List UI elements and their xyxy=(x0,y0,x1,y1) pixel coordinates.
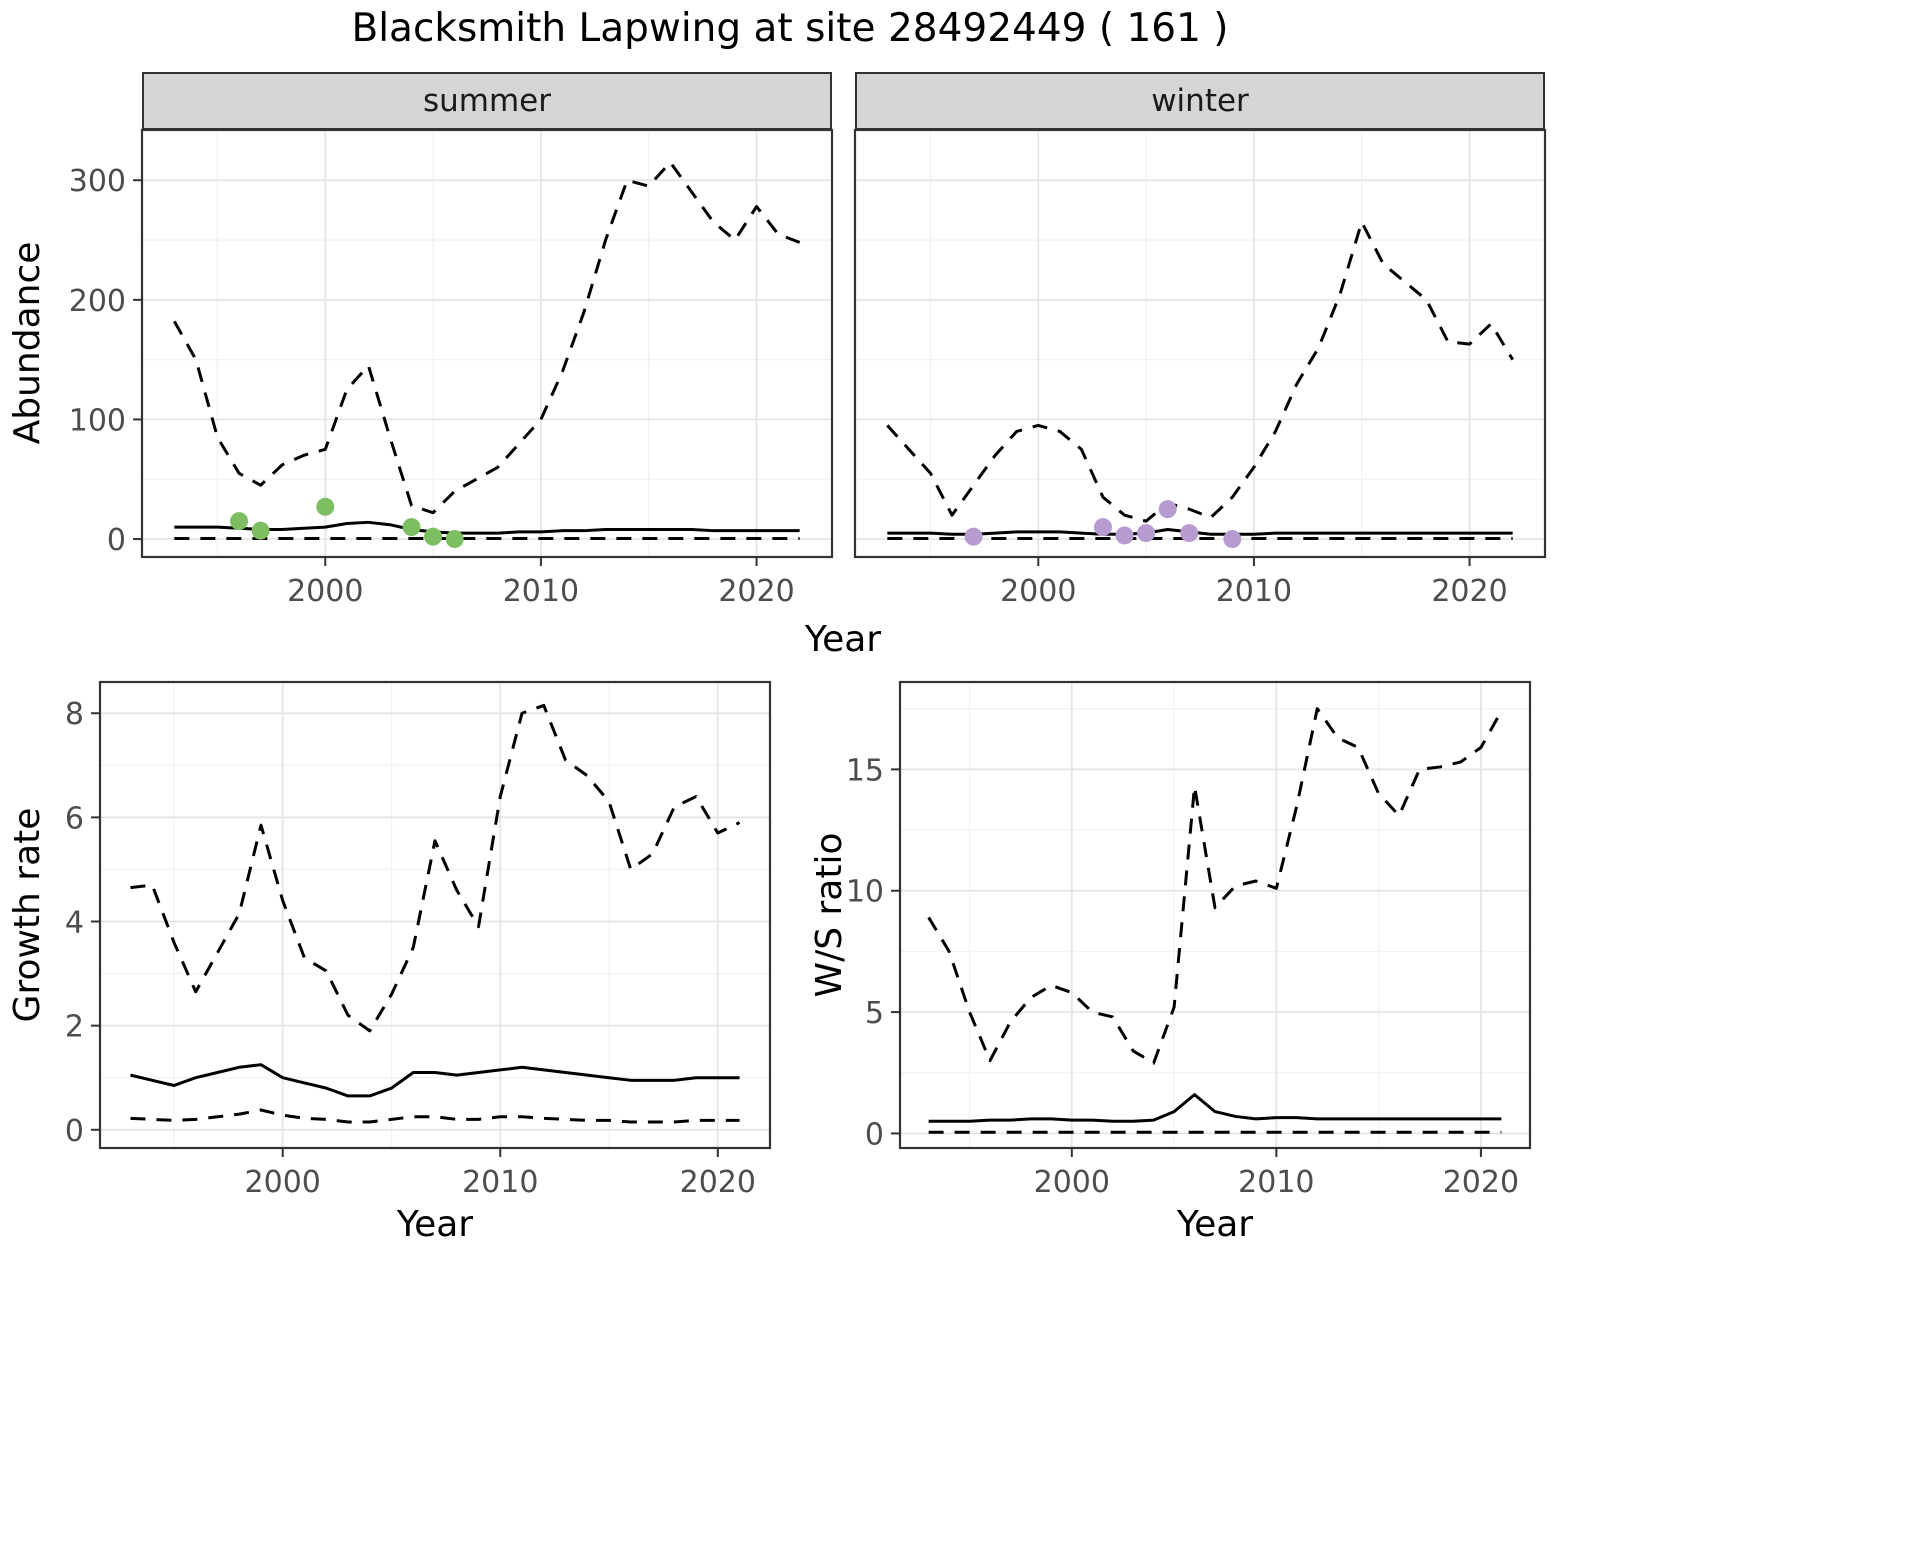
y-tick-label: 10 xyxy=(846,875,884,910)
observation-point xyxy=(316,497,335,516)
observation-point xyxy=(445,530,464,549)
x-tick-label: 2020 xyxy=(1431,574,1507,609)
median-line xyxy=(887,527,1513,536)
winter-abundance-panel: 2000 2010 2020 xyxy=(765,126,1555,617)
growth-rate-x-axis-label: Year xyxy=(396,1204,474,1245)
grid-major xyxy=(142,130,832,557)
observation-point xyxy=(1158,500,1177,519)
summer-abundance-plot: 2000 2010 2020 0 100 200 300 xyxy=(69,128,834,609)
panel-border xyxy=(853,128,1547,559)
x-tick-label: 2020 xyxy=(1443,1165,1519,1200)
grid-minor xyxy=(100,682,770,1148)
observation-point xyxy=(1223,530,1242,549)
x-tick-label: 2010 xyxy=(1216,574,1292,609)
median-line xyxy=(174,520,800,535)
y-tick-label: 6 xyxy=(65,801,84,836)
summer-abundance-panel: 2000 2010 2020 0 100 200 300 xyxy=(52,126,842,617)
y-tick-label: 0 xyxy=(65,1114,84,1149)
median-line xyxy=(928,1093,1502,1123)
facet-strip-winter-label: winter xyxy=(1151,83,1249,119)
y-tick-label: 300 xyxy=(69,164,126,199)
grid-major xyxy=(100,682,770,1148)
abundance-y-axis-label: Abundance xyxy=(7,241,48,445)
ws-ratio-plot: 2000 2010 2020 0 5 10 15 xyxy=(846,680,1532,1200)
x-tick-label: 2000 xyxy=(287,574,363,609)
x-tick-label: 2020 xyxy=(718,574,794,609)
series-group xyxy=(927,707,1503,1134)
series-group xyxy=(173,160,801,549)
ws-ratio-x-axis-label: Year xyxy=(1176,1204,1254,1245)
observation-point xyxy=(424,527,443,546)
grid-major xyxy=(900,682,1530,1148)
observation-point xyxy=(964,527,983,546)
upper_ci-line xyxy=(886,220,1514,523)
facet-strip-summer: summer xyxy=(142,72,832,130)
median-line xyxy=(130,1063,740,1098)
observation-point xyxy=(1137,524,1156,543)
upper_ci-line xyxy=(927,707,1503,1065)
facet-strip-summer-label: summer xyxy=(422,83,551,119)
x-tick-label: 2010 xyxy=(1238,1165,1314,1200)
ws-ratio-panel: 2000 2010 2020 0 5 10 15 xyxy=(810,678,1540,1208)
observation-point xyxy=(1115,526,1134,545)
growth-rate-panel: 2000 2010 2020 0 2 4 6 8 xyxy=(10,678,780,1208)
y-tick-label: 0 xyxy=(107,523,126,558)
y-tick-label: 8 xyxy=(65,697,84,732)
grid-major xyxy=(855,130,1545,557)
upper_ci-line xyxy=(173,160,801,515)
panel-border xyxy=(898,680,1532,1150)
y-tick-label: 100 xyxy=(69,403,126,438)
facet-strip-winter: winter xyxy=(855,72,1545,130)
growth-rate-plot: 2000 2010 2020 0 2 4 6 8 xyxy=(65,680,772,1200)
observation-point xyxy=(1093,518,1112,537)
observation-point xyxy=(230,512,249,531)
x-tick-label: 2000 xyxy=(1000,574,1076,609)
observation-point xyxy=(251,521,270,540)
lower_ci-line xyxy=(130,1108,740,1124)
winter-abundance-plot: 2000 2010 2020 xyxy=(853,128,1547,609)
grid-minor xyxy=(855,130,1545,557)
grid-minor xyxy=(900,682,1530,1148)
abundance-x-axis-label: Year xyxy=(804,619,882,660)
y-tick-label: 4 xyxy=(65,906,84,941)
y-tick-label: 200 xyxy=(69,284,126,319)
y-tick-label: 15 xyxy=(846,753,884,788)
grid-minor xyxy=(142,130,832,557)
y-tick-label: 5 xyxy=(865,996,884,1031)
series-group xyxy=(130,703,741,1124)
upper_ci-line xyxy=(130,703,741,1033)
series-group xyxy=(886,220,1514,549)
panel-border xyxy=(140,128,834,559)
panel-border xyxy=(98,680,772,1150)
x-tick-label: 2000 xyxy=(245,1165,321,1200)
observation-point xyxy=(402,518,421,537)
y-tick-label: 2 xyxy=(65,1010,84,1045)
figure-title: Blacksmith Lapwing at site 28492449 ( 16… xyxy=(351,6,1229,51)
x-tick-label: 2020 xyxy=(680,1165,756,1200)
x-tick-label: 2010 xyxy=(503,574,579,609)
y-tick-label: 0 xyxy=(865,1117,884,1152)
observation-point xyxy=(1180,524,1199,543)
x-tick-label: 2010 xyxy=(462,1165,538,1200)
x-tick-label: 2000 xyxy=(1034,1165,1110,1200)
